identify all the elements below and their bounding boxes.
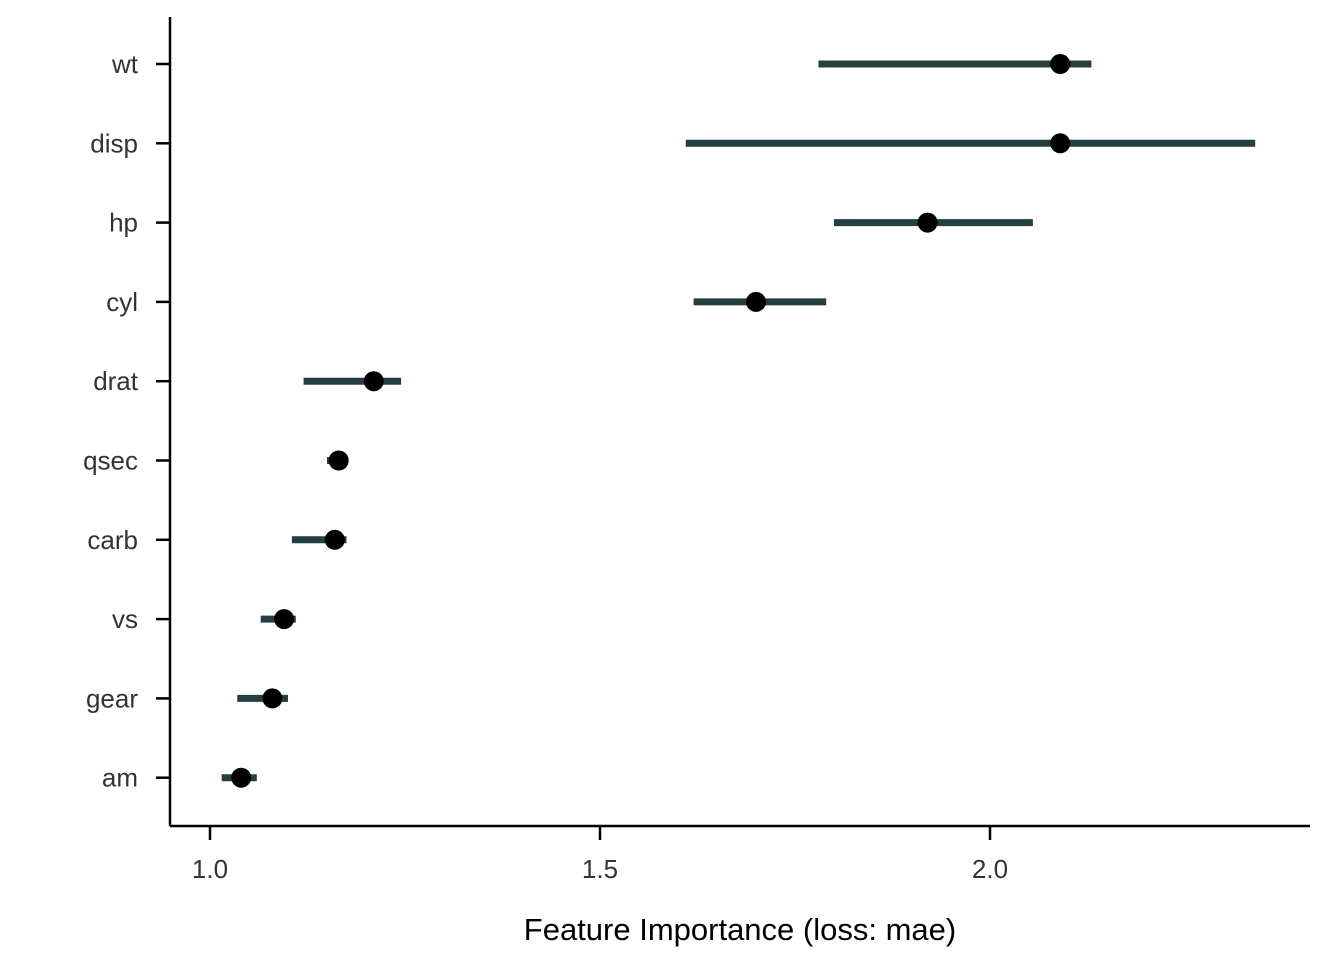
point-am <box>231 767 252 788</box>
y-axis: wt disp hp cyl drat qsec carb vs gear am <box>83 49 170 793</box>
y-tick-label-wt: wt <box>111 49 139 79</box>
y-tick-label-am: am <box>102 763 138 793</box>
y-tick-label-gear: gear <box>86 683 138 713</box>
x-axis: 1.0 1.5 2.0 <box>192 826 1008 884</box>
x-axis-title: Feature Importance (loss: mae) <box>524 912 956 947</box>
y-tick-label-hp: hp <box>109 208 138 238</box>
y-tick-label-cyl: cyl <box>106 287 138 317</box>
y-tick-label-qsec: qsec <box>83 446 138 476</box>
point-vs <box>274 609 295 630</box>
point-cyl <box>746 291 766 312</box>
y-tick-label-drat: drat <box>93 366 139 396</box>
y-tick-label-vs: vs <box>112 604 138 634</box>
point-carb <box>324 529 345 550</box>
x-tick-label: 2.0 <box>972 854 1008 884</box>
x-tick-label: 1.0 <box>192 854 228 884</box>
point-gear <box>262 688 283 709</box>
point-disp <box>1050 133 1071 154</box>
plot-area: wt disp hp cyl drat qsec carb vs gear am 1.0 1.5 2.… <box>83 17 1310 884</box>
x-tick-label: 1.5 <box>582 854 618 884</box>
y-tick-label-carb: carb <box>87 525 138 555</box>
y-tick-label-disp: disp <box>90 128 138 158</box>
point-drat <box>363 371 384 392</box>
point-qsec <box>328 450 349 471</box>
confidence-intervals <box>221 60 1256 782</box>
point-hp <box>917 212 938 233</box>
importance-points <box>231 54 1071 788</box>
point-wt <box>1050 54 1071 74</box>
